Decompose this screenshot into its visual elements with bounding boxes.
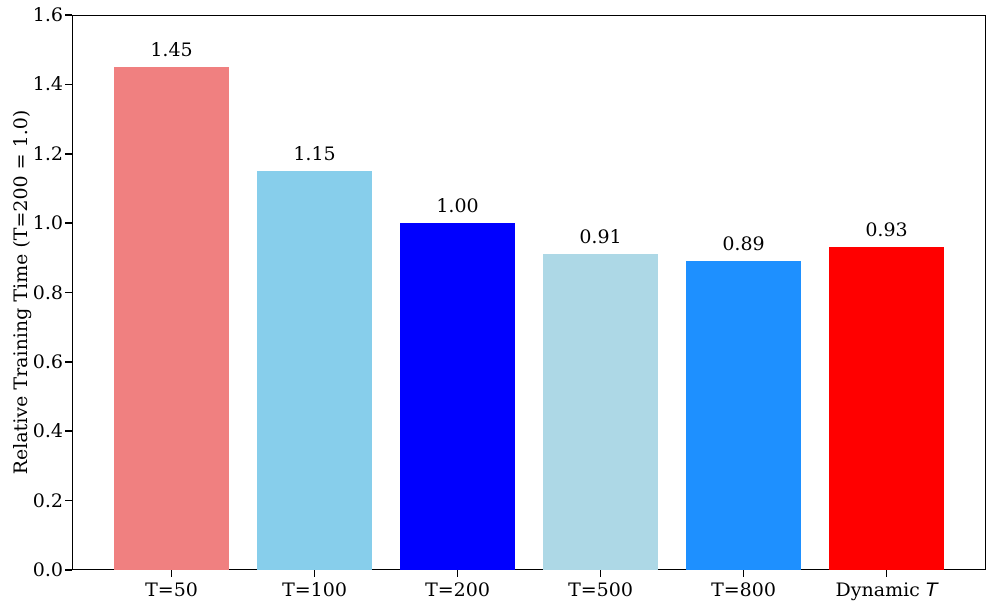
bar-dynamic-t xyxy=(829,247,944,570)
category-label-math-italic: T xyxy=(925,579,938,601)
category-label-text: T=500 xyxy=(568,579,633,601)
x-tick-label: T=800 xyxy=(674,578,814,602)
y-tick-label: 1.2 xyxy=(32,142,63,165)
x-tick-label: T=50 xyxy=(102,578,242,602)
bar-value-label: 0.93 xyxy=(865,219,908,242)
category-label-text: T=50 xyxy=(145,579,198,601)
x-tick-mark xyxy=(885,570,888,577)
y-tick-label: 0.0 xyxy=(32,559,63,581)
y-tick-label: 0.2 xyxy=(32,489,63,512)
bar-t=800 xyxy=(686,261,801,570)
bar-t=100 xyxy=(257,171,372,570)
x-tick-mark xyxy=(742,570,745,577)
x-tick-mark xyxy=(170,570,173,577)
x-tick-label: T=100 xyxy=(245,578,385,602)
bar-t=500 xyxy=(543,254,658,570)
category-label-text: Dynamic xyxy=(835,579,926,601)
x-tick-mark xyxy=(599,570,602,577)
y-tick-label: 0.8 xyxy=(32,281,63,304)
x-tick-label: T=500 xyxy=(531,578,671,602)
y-tick-mark xyxy=(65,83,72,86)
y-tick-mark xyxy=(65,152,72,155)
y-tick-mark xyxy=(65,361,72,363)
x-tick-mark xyxy=(456,570,459,577)
bar-value-label: 0.91 xyxy=(579,226,622,249)
y-tick-mark xyxy=(65,14,72,16)
bar-t=50 xyxy=(114,67,229,570)
bar-t=200 xyxy=(400,223,515,570)
y-tick-mark xyxy=(65,569,72,571)
x-tick-label: Dynamic T xyxy=(817,578,957,602)
y-tick-label: 1.0 xyxy=(32,212,63,235)
y-tick-label: 0.6 xyxy=(32,350,63,373)
y-tick-label: 0.4 xyxy=(32,420,63,443)
y-tick-mark xyxy=(65,430,72,433)
y-tick-mark xyxy=(65,222,72,224)
bar-value-label: 1.45 xyxy=(150,39,193,62)
y-tick-label: 1.6 xyxy=(32,4,63,26)
x-tick-label: T=200 xyxy=(388,578,528,602)
y-tick-mark xyxy=(65,499,72,502)
bar-value-label: 1.00 xyxy=(436,195,479,218)
category-label-text: T=200 xyxy=(425,579,490,601)
bar-value-label: 1.15 xyxy=(293,143,336,166)
y-tick-mark xyxy=(65,291,72,294)
category-label-text: T=100 xyxy=(282,579,347,601)
bar-value-label: 0.89 xyxy=(722,233,765,256)
y-tick-label: 1.4 xyxy=(32,73,63,96)
category-label-text: T=800 xyxy=(711,579,776,601)
x-tick-mark xyxy=(313,570,316,577)
